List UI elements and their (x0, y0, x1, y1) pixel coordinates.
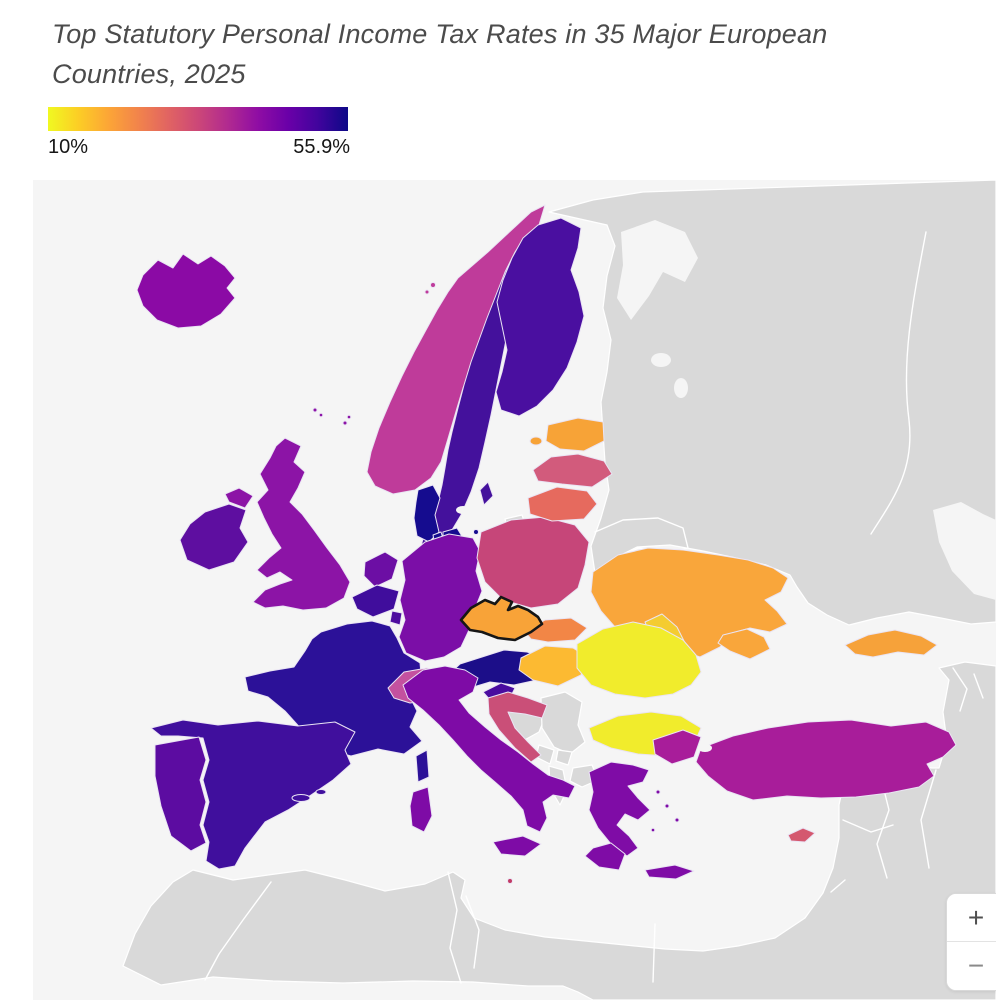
page-title: Top Statutory Personal Income Tax Rates … (52, 14, 952, 94)
white-sea (617, 220, 698, 320)
country-greece[interactable] (584, 761, 695, 880)
country-lithuania[interactable] (527, 486, 598, 522)
page-title-line-2: Countries, 2025 (52, 59, 246, 89)
zoom-out-button[interactable]: − (947, 942, 996, 990)
europe-choropleth-map (33, 180, 996, 1000)
country-france[interactable] (244, 620, 430, 783)
lake-onega (674, 378, 688, 398)
country-czech-republic-highlighted[interactable] (459, 595, 544, 642)
country-turkey[interactable] (652, 719, 957, 801)
country-malta[interactable] (507, 878, 513, 884)
country-iceland[interactable] (136, 253, 236, 329)
country-belgium[interactable] (351, 584, 400, 618)
no-data-internal-borders (204, 667, 984, 984)
lake-vanern (456, 506, 470, 514)
zoom-in-button[interactable]: + (947, 894, 996, 942)
country-georgia[interactable] (844, 629, 938, 658)
country-cyprus[interactable] (787, 827, 816, 843)
country-latvia[interactable] (532, 453, 613, 488)
country-finland[interactable] (495, 217, 585, 417)
map-zoom-controls: + − (946, 893, 996, 991)
country-hungary[interactable] (518, 645, 590, 687)
border-russia-kazakhstan (870, 231, 927, 535)
country-ireland[interactable] (179, 503, 249, 571)
caspian-sea (933, 502, 996, 600)
page-title-line-1: Top Statutory Personal Income Tax Rates … (52, 19, 828, 49)
country-italy[interactable] (402, 665, 576, 857)
legend-labels: 10% 55.9% (48, 136, 350, 159)
legend-max-label: 55.9% (293, 136, 350, 158)
no-data-region-kosovo (555, 749, 573, 766)
country-united-kingdom[interactable] (224, 407, 352, 611)
country-croatia[interactable] (487, 691, 548, 763)
country-romania[interactable] (576, 621, 702, 699)
legend-min-label: 10% (48, 136, 89, 158)
legend-gradient-bar (48, 107, 348, 131)
country-netherlands[interactable] (363, 551, 399, 588)
sea-of-marmara (698, 744, 712, 752)
country-spain[interactable] (150, 719, 356, 870)
country-estonia[interactable] (529, 417, 605, 452)
country-portugal[interactable] (154, 736, 207, 852)
country-luxembourg[interactable] (389, 610, 403, 626)
lake-ladoga (651, 353, 671, 367)
no-data-region-serbia (540, 691, 586, 755)
